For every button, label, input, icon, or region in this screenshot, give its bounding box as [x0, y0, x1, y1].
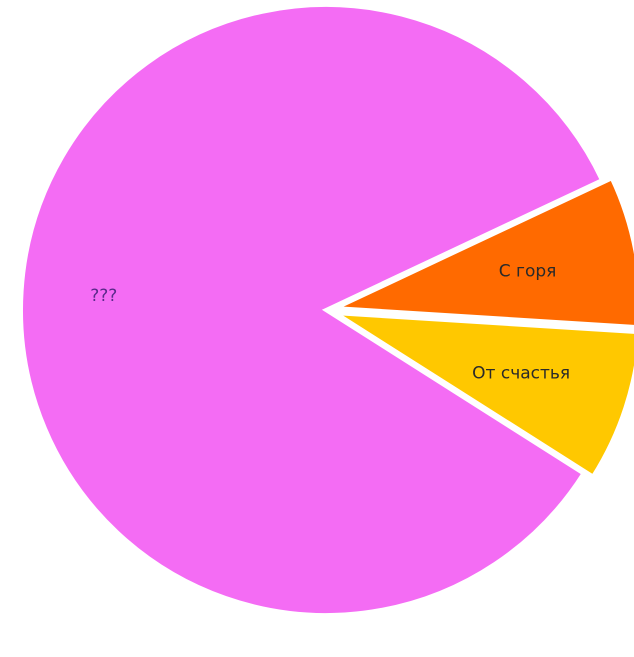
pie-slice-1 [19, 3, 605, 617]
pie-slice-2 [334, 311, 634, 480]
pie-slice-label-1: ??? [90, 286, 117, 306]
pie-slice-3 [334, 175, 634, 329]
pie-slice-label-2: От счастья [472, 363, 570, 383]
pie-slices [19, 3, 634, 617]
pie-slice-label-3: С горя [499, 262, 557, 282]
pie-labels: ??? От счастья С горя [90, 262, 570, 384]
